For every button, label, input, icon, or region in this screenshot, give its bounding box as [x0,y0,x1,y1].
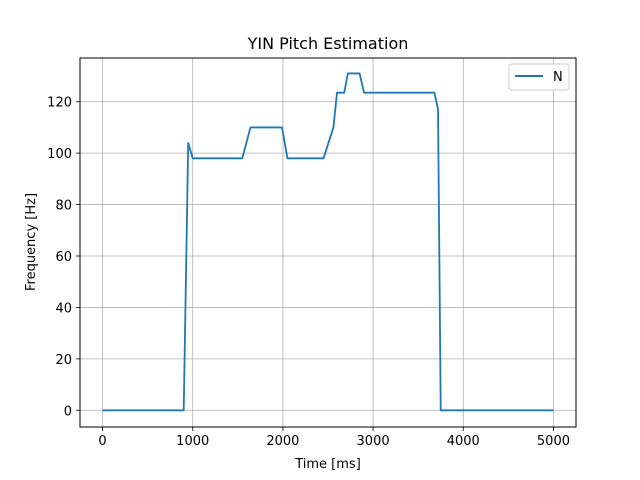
y-tick-label: 80 [55,199,72,214]
y-tick-label: 100 [47,147,72,162]
y-tick-label: 20 [55,353,72,368]
y-axis-title: Frequency [Hz] [24,193,39,291]
legend-label: N [553,70,563,85]
x-tick-label: 3000 [357,434,390,449]
x-tick-label: 0 [98,434,106,449]
x-tick-label: 2000 [266,434,299,449]
plot-frame [79,57,577,428]
y-tick-label: 60 [55,250,72,265]
series-layer [102,72,554,412]
series-line [102,72,554,412]
x-tick-label: 5000 [537,434,570,449]
y-tick-label: 0 [64,404,72,419]
axis-ticks: 0 1000 2000 3000 4000 5000 0 20 40 60 80 100 120 [47,96,570,449]
grid [80,58,576,427]
y-tick-label: 120 [47,96,72,111]
x-axis-title: Time [ms] [294,457,361,472]
x-tick-label: 1000 [176,434,209,449]
chart-title: YIN Pitch Estimation [247,34,409,53]
x-tick-label: 4000 [447,434,480,449]
legend: N [508,63,570,91]
y-tick-label: 40 [55,301,72,316]
